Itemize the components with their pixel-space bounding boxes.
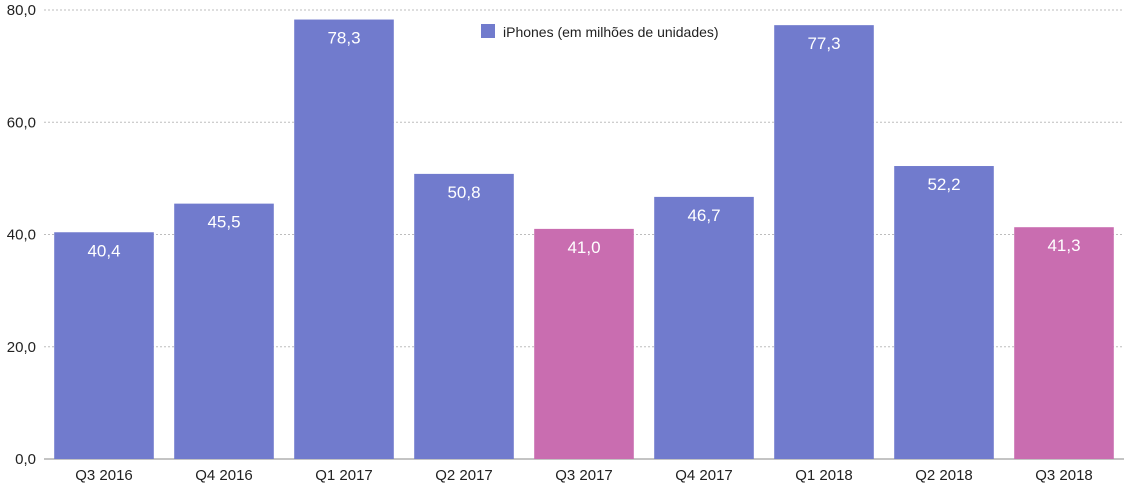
x-tick-label: Q3 2017 xyxy=(555,467,613,484)
y-tick-label: 80,0 xyxy=(7,2,36,19)
data-label: 45,5 xyxy=(207,213,240,232)
bar xyxy=(534,228,634,459)
bar xyxy=(654,196,754,460)
x-tick-label: Q4 2016 xyxy=(195,467,253,484)
bar xyxy=(54,232,154,459)
data-label: 41,3 xyxy=(1047,236,1080,255)
data-label: 78,3 xyxy=(327,29,360,48)
bar xyxy=(774,25,874,460)
bar xyxy=(1014,227,1114,459)
bar xyxy=(414,173,514,459)
x-tick-label: Q1 2017 xyxy=(315,467,373,484)
x-tick-label: Q4 2017 xyxy=(675,467,733,484)
x-tick-label: Q3 2018 xyxy=(1035,467,1093,484)
y-tick-label: 20,0 xyxy=(7,339,36,356)
bars xyxy=(54,19,1114,460)
legend-swatch xyxy=(481,24,495,38)
x-tick-label: Q3 2016 xyxy=(75,467,133,484)
legend-label: iPhones (em milhões de unidades) xyxy=(503,24,719,40)
bar xyxy=(174,203,274,459)
legend: iPhones (em milhões de unidades) xyxy=(481,24,719,40)
y-tick-label: 40,0 xyxy=(7,227,36,244)
y-tick-label: 60,0 xyxy=(7,114,36,131)
bar xyxy=(294,19,394,459)
data-labels: 40,4 45,5 78,3 50,8 41,0 46,7 77,3 52,2 41,3 xyxy=(87,29,1080,261)
bar xyxy=(894,166,994,459)
x-tick-label: Q1 2018 xyxy=(795,467,853,484)
x-axis-tick-labels: Q3 2016 Q4 2016 Q1 2017 Q2 2017 Q3 2017 Q4 20… xyxy=(75,467,1093,484)
y-tick-label: 0,0 xyxy=(15,451,36,468)
data-label: 41,0 xyxy=(567,238,600,257)
y-axis-tick-labels: 0,0 20,0 40,0 60,0 80,0 xyxy=(7,2,36,468)
data-label: 52,2 xyxy=(927,175,960,194)
data-label: 40,4 xyxy=(87,241,120,260)
data-label: 46,7 xyxy=(687,206,720,225)
data-label: 50,8 xyxy=(447,183,480,202)
data-label: 77,3 xyxy=(807,34,840,53)
x-tick-label: Q2 2018 xyxy=(915,467,973,484)
x-tick-label: Q2 2017 xyxy=(435,467,493,484)
